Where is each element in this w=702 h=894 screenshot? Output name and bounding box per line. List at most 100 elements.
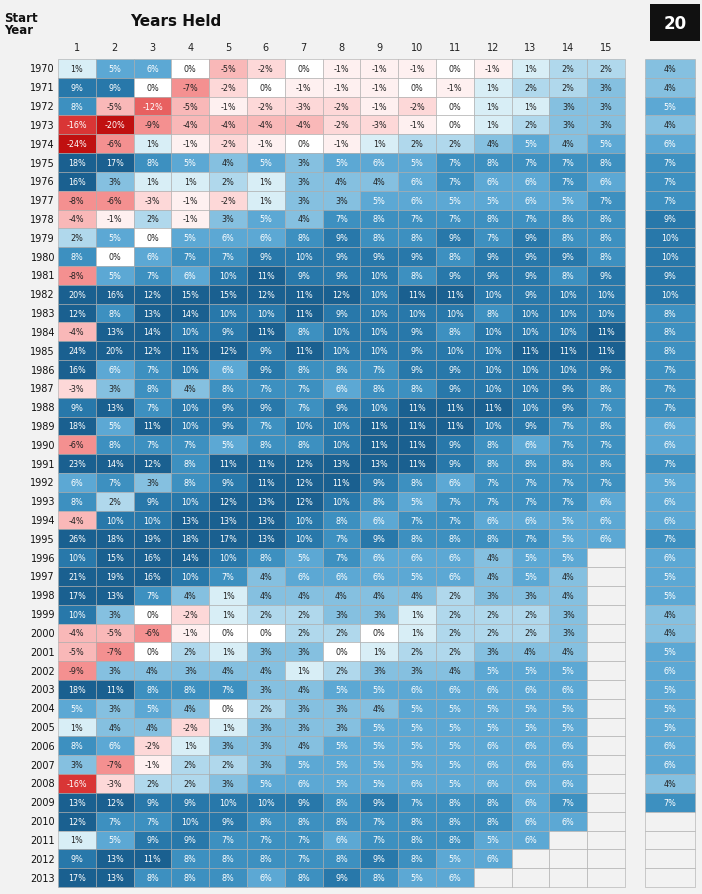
Text: -6%: -6% [107, 197, 123, 206]
Bar [550, 831, 587, 849]
Text: 9%: 9% [449, 272, 461, 281]
Bar [360, 360, 398, 379]
Bar [58, 511, 95, 530]
Bar [209, 812, 247, 831]
Bar [645, 210, 695, 229]
Bar [474, 493, 512, 511]
Bar [398, 662, 436, 680]
Text: 5%: 5% [335, 741, 348, 751]
Text: 8%: 8% [298, 234, 310, 243]
Text: 8%: 8% [222, 384, 234, 393]
Text: 13%: 13% [219, 516, 237, 525]
Text: 9%: 9% [600, 272, 613, 281]
Bar [587, 248, 625, 266]
Text: 11%: 11% [484, 403, 501, 412]
Bar [247, 399, 285, 417]
Text: 7%: 7% [524, 478, 537, 487]
Text: 1%: 1% [70, 722, 84, 731]
Bar [323, 549, 360, 568]
Text: 8%: 8% [600, 234, 612, 243]
Bar [209, 135, 247, 154]
Text: 6%: 6% [663, 516, 676, 525]
Bar [436, 342, 474, 360]
Bar [474, 285, 512, 304]
Bar [171, 831, 209, 849]
Bar [323, 793, 360, 812]
Bar [58, 399, 95, 417]
Text: 14: 14 [562, 43, 574, 53]
Bar [58, 549, 95, 568]
Bar [247, 474, 285, 493]
Bar [474, 173, 512, 191]
Text: 5%: 5% [663, 478, 677, 487]
Bar [474, 549, 512, 568]
Bar [512, 624, 550, 643]
Bar [436, 605, 474, 624]
Text: 7%: 7% [297, 384, 310, 393]
Bar [360, 793, 398, 812]
Text: 0%: 0% [222, 704, 234, 713]
Bar [436, 173, 474, 191]
Text: 24%: 24% [68, 347, 86, 356]
Bar [247, 360, 285, 379]
Text: 6%: 6% [600, 497, 612, 506]
Bar [474, 699, 512, 718]
Text: 6%: 6% [663, 666, 676, 675]
Bar [133, 530, 171, 549]
Bar [474, 680, 512, 699]
Bar [587, 624, 625, 643]
Text: 12: 12 [486, 43, 499, 53]
Bar [323, 173, 360, 191]
Text: 10%: 10% [181, 817, 199, 826]
Text: 6%: 6% [562, 817, 575, 826]
Text: 2%: 2% [222, 178, 234, 187]
Bar [436, 568, 474, 586]
Text: 1970: 1970 [30, 64, 55, 74]
Bar [360, 135, 398, 154]
Text: 5%: 5% [297, 760, 310, 770]
Text: 9%: 9% [373, 798, 385, 807]
Text: 1%: 1% [260, 197, 272, 206]
Text: 7%: 7% [222, 836, 234, 845]
Text: 9%: 9% [524, 234, 537, 243]
Bar [95, 455, 133, 474]
Bar [171, 154, 209, 173]
Text: 10%: 10% [484, 328, 501, 337]
Text: 9%: 9% [373, 855, 385, 864]
Text: 10%: 10% [371, 328, 388, 337]
Bar [95, 135, 133, 154]
Text: 7%: 7% [146, 403, 159, 412]
Bar [285, 737, 323, 755]
Text: 9%: 9% [260, 366, 272, 375]
Bar [58, 812, 95, 831]
Text: 7%: 7% [411, 516, 423, 525]
Text: 8%: 8% [222, 855, 234, 864]
Bar [587, 97, 625, 116]
Text: 7%: 7% [146, 591, 159, 600]
Text: 12%: 12% [219, 347, 237, 356]
Text: 5%: 5% [297, 553, 310, 562]
Text: 4%: 4% [298, 591, 310, 600]
Text: 10%: 10% [661, 253, 679, 262]
Bar [360, 154, 398, 173]
Text: 0%: 0% [298, 140, 310, 149]
Text: 1%: 1% [373, 647, 385, 656]
Bar [550, 173, 587, 191]
Text: 5%: 5% [335, 780, 348, 789]
Text: 11%: 11% [295, 309, 312, 318]
Bar [133, 79, 171, 97]
Bar [360, 643, 398, 662]
Bar [171, 417, 209, 436]
Text: -6%: -6% [145, 628, 160, 637]
Bar [398, 718, 436, 737]
Bar [285, 586, 323, 605]
Bar [247, 868, 285, 887]
Bar [550, 568, 587, 586]
Bar [285, 436, 323, 455]
Text: 4%: 4% [146, 666, 159, 675]
Text: -4%: -4% [69, 215, 85, 224]
Bar [474, 417, 512, 436]
Bar [323, 755, 360, 774]
Text: 6%: 6% [373, 516, 385, 525]
Text: 6%: 6% [411, 553, 423, 562]
